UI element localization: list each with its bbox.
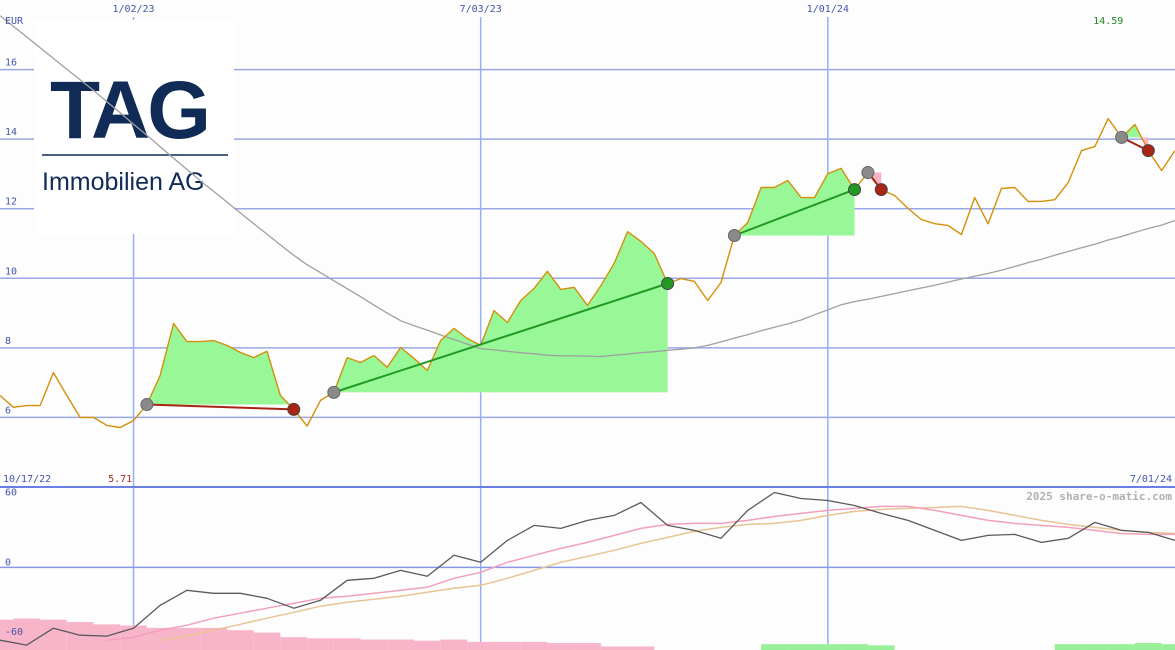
histogram-bar	[440, 639, 468, 650]
y-tick-label: 14	[5, 127, 17, 138]
histogram-bar	[494, 641, 521, 650]
histogram-bar	[627, 646, 655, 650]
trade-line	[333, 282, 668, 394]
moving-average-line	[0, 15, 1175, 358]
indicator-line	[0, 491, 1175, 646]
histogram-bar	[1054, 644, 1082, 650]
y-tick-label: 60	[5, 487, 17, 498]
histogram-bar	[413, 640, 441, 650]
histogram-bar	[841, 644, 868, 650]
histogram-bar	[467, 641, 495, 650]
histogram-bar	[200, 627, 227, 650]
histogram-bar	[761, 644, 788, 650]
entry-dot	[727, 228, 741, 242]
histogram-bar	[387, 639, 414, 650]
logo-box	[34, 20, 234, 234]
histogram-bar	[1134, 643, 1162, 650]
histogram-bar	[787, 644, 815, 650]
x-tick-label: 7/01/24	[1130, 474, 1172, 485]
loss-area	[1121, 137, 1149, 151]
entry-dot	[1115, 130, 1129, 144]
histogram-bar	[280, 637, 308, 650]
gain-area	[734, 168, 855, 236]
y-tick-label: -60	[5, 627, 23, 638]
mark-layer: 16 14 12 10 8 6 10/17/22 1/02/23 7/03/23 1/01/24 7…	[0, 4, 1175, 650]
entry-dot	[140, 398, 154, 412]
histogram-bar	[814, 644, 842, 650]
gain-area	[146, 323, 294, 405]
gain-area	[333, 231, 668, 393]
low-label: 5.71	[108, 474, 132, 485]
exit-dot	[848, 183, 862, 197]
exit-dot	[874, 183, 888, 197]
y-tick-label: 8	[5, 336, 11, 347]
entry-dot	[861, 166, 875, 180]
y-tick-label: 16	[5, 58, 17, 69]
histogram-bar	[360, 639, 388, 650]
histogram-bar	[1108, 644, 1135, 650]
histogram-bar	[173, 627, 201, 650]
y-tick-label: 10	[5, 266, 17, 277]
indicator-line	[160, 505, 1175, 641]
y-tick-label: 0	[5, 557, 11, 568]
histogram-bar	[146, 627, 174, 650]
watermark: 2025 share-o-matic.com	[1026, 490, 1172, 503]
x-tick-label: 1/01/24	[807, 4, 849, 15]
histogram-bar	[574, 643, 601, 650]
exit-dot	[1141, 144, 1155, 158]
logo-name: TAG	[50, 65, 208, 156]
y-tick-label: 6	[5, 405, 11, 416]
unit-label: EUR	[5, 16, 24, 27]
x-tick-label: 7/03/23	[460, 4, 502, 15]
histogram-bar	[547, 643, 575, 650]
histogram-bar	[40, 619, 67, 650]
entry-dot	[327, 385, 341, 399]
x-tick-label: 10/17/22	[3, 474, 51, 485]
x-tick-label: 1/02/23	[112, 4, 154, 15]
price-line	[0, 117, 1175, 429]
histogram-bar	[93, 624, 121, 650]
trade-line	[734, 188, 855, 237]
exit-dot	[287, 402, 301, 416]
histogram-bar	[867, 645, 895, 650]
indicator-line	[106, 505, 1175, 641]
histogram-bar	[600, 646, 628, 650]
trade-line	[146, 403, 294, 411]
y-tick-label: 12	[5, 197, 17, 208]
gain-area	[1121, 124, 1149, 138]
exit-dot	[661, 277, 675, 291]
histogram-bar	[333, 638, 361, 650]
histogram-bar	[1081, 644, 1109, 650]
histogram-bar	[253, 632, 281, 650]
histogram-bar	[226, 630, 254, 650]
histogram-bar	[520, 641, 548, 650]
histogram-bar	[1161, 644, 1175, 650]
high-label: 14.59	[1093, 16, 1123, 27]
logo-subtitle: Immobilien AG	[42, 168, 205, 196]
histogram-bar	[307, 638, 334, 650]
